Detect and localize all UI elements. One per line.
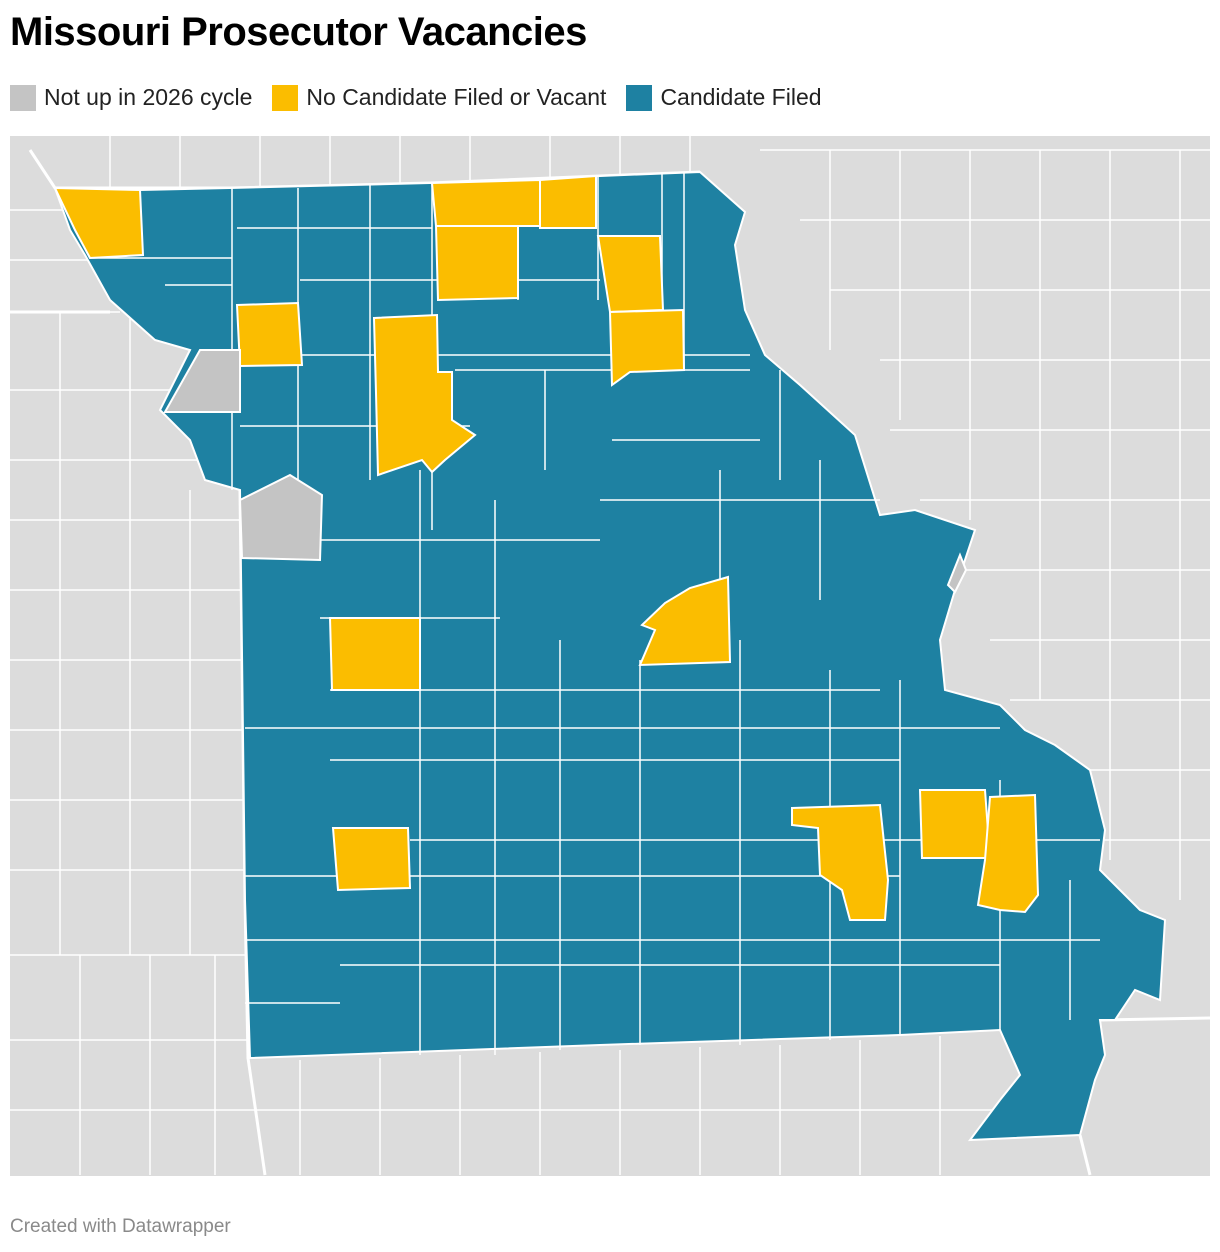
title: Missouri Prosecutor Vacancies	[10, 10, 587, 54]
county	[791, 803, 890, 921]
legend-swatch	[272, 84, 299, 111]
legend-label: Not up in 2026 cycle	[44, 84, 253, 110]
county	[918, 789, 992, 859]
county	[331, 827, 412, 892]
county	[976, 793, 1040, 914]
legend-item: Not up in 2026 cycle	[10, 84, 252, 111]
neighbor-county-lines	[10, 136, 1210, 1175]
legend-swatch	[626, 84, 653, 111]
county	[238, 473, 324, 562]
county	[163, 349, 241, 413]
county	[235, 301, 304, 368]
legend-label: Candidate Filed	[660, 84, 822, 110]
legend-item: Candidate Filed	[626, 84, 822, 111]
county	[946, 552, 968, 594]
county	[434, 225, 519, 302]
map-layer	[10, 136, 1210, 1176]
county	[53, 186, 145, 260]
footer: Created with Datawrapper	[10, 1216, 231, 1237]
legend-item: No Candidate Filed or Vacant	[272, 84, 606, 111]
county	[430, 178, 541, 227]
county	[328, 617, 421, 691]
county	[372, 313, 477, 477]
legend: Not up in 2026 cycle No Candidate Filed o…	[10, 84, 822, 111]
vacant-counties	[53, 174, 1040, 921]
county	[638, 575, 732, 667]
legend-swatch	[10, 84, 36, 111]
legend-label: No Candidate Filed or Vacant	[306, 84, 607, 110]
county	[596, 235, 665, 314]
county	[608, 308, 686, 387]
county	[539, 174, 597, 229]
